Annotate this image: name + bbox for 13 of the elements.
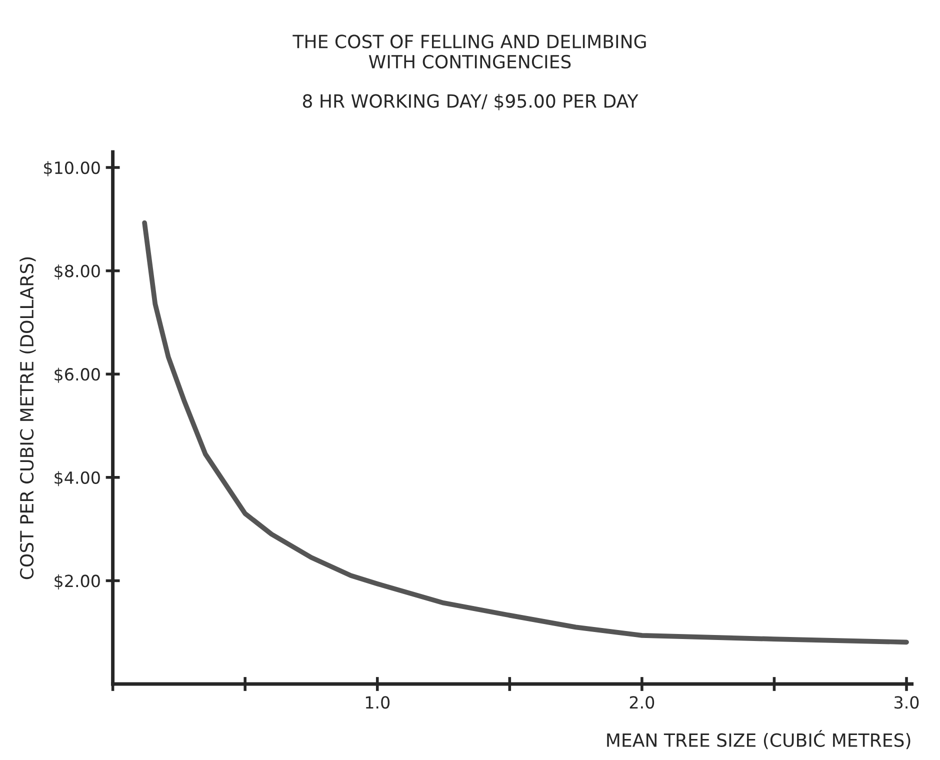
y-tick-label: $10.00 xyxy=(44,161,100,176)
y-tick-label: $8.00 xyxy=(54,264,100,280)
y-tick-label: $6.00 xyxy=(54,368,100,383)
x-tick-label: 1.0 xyxy=(366,696,390,709)
line-series xyxy=(142,220,909,645)
x-axis-title: MEAN TREE SIZE (CUBIĆ METRES) xyxy=(607,730,910,750)
chart-title: THE COST OF FELLING AND DELIMBING WITH CONTINGENCIES xyxy=(292,34,646,69)
y-axis-title: COST PER CUBIC METRE (DOLLARS) xyxy=(20,257,36,580)
chart-subtitle: 8 HR WORKING DAY/ $95.00 PER DAY xyxy=(302,94,638,110)
y-tick-label: $4.00 xyxy=(54,471,100,486)
x-tick-label: 3.0 xyxy=(894,696,919,709)
x-tick-label: 2.0 xyxy=(630,696,654,709)
y-tick-label: $2.00 xyxy=(54,574,100,590)
